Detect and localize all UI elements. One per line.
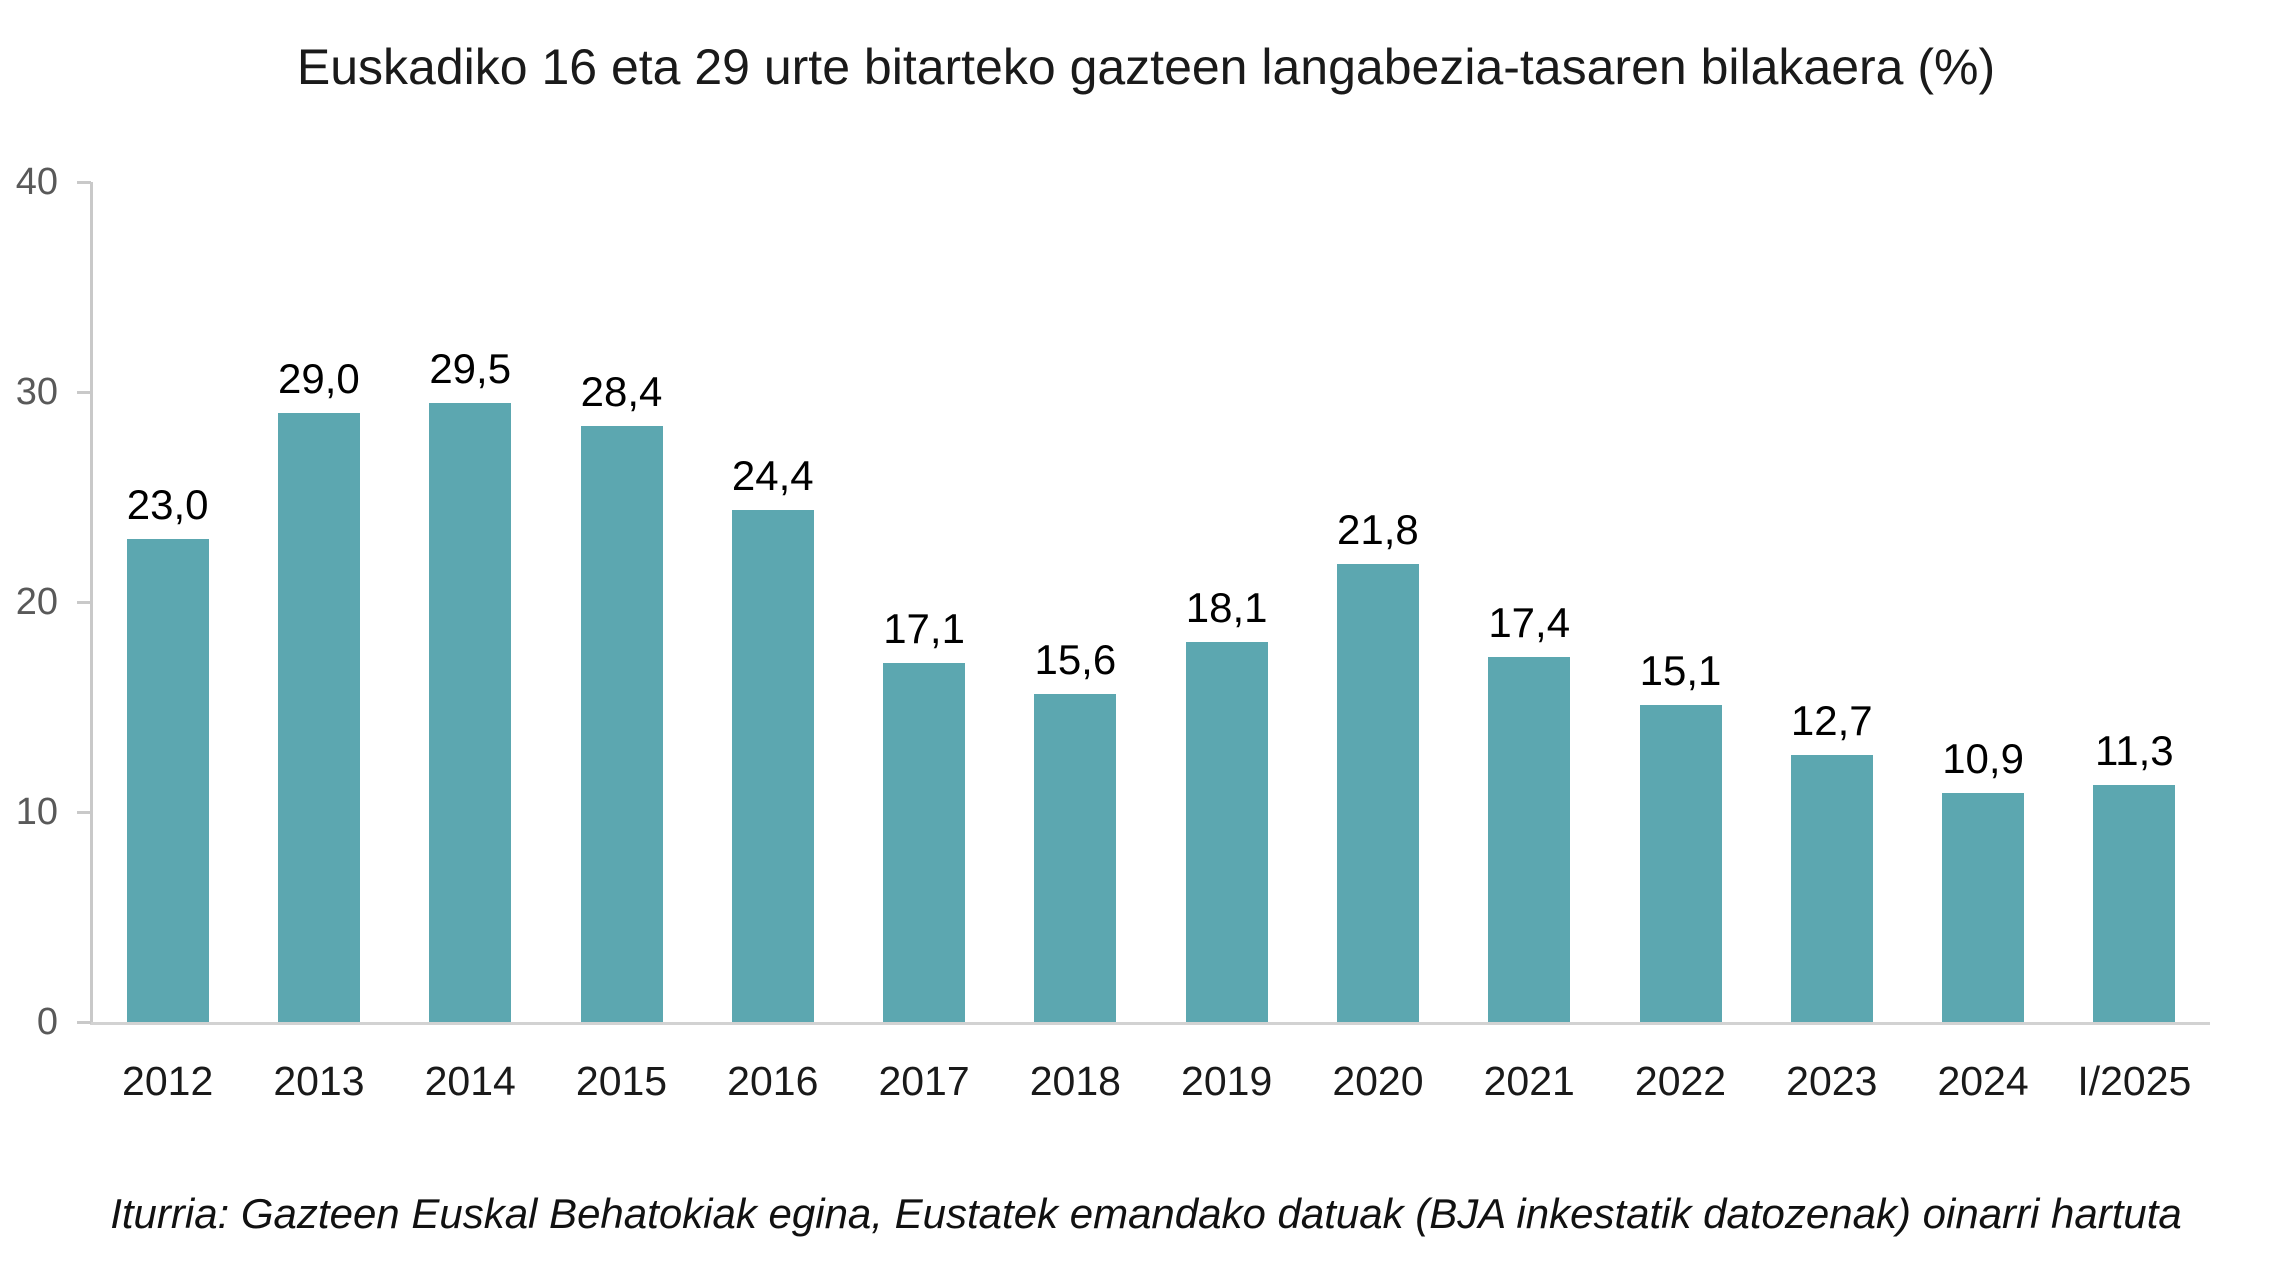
x-category-label: 2019 [1181, 1058, 1273, 1104]
bar [1336, 564, 1419, 1022]
bar-chart: 0 10 20 30 40 23,0 2012 29,0 2013 29,5 2014 28,4 201… [0, 163, 2292, 1104]
bar-value-label: 23,0 [126, 481, 209, 528]
bar [1034, 694, 1117, 1022]
bar-value-label: 21,8 [1337, 506, 1419, 554]
bar-value-label: 29,0 [278, 355, 360, 402]
y-tick [77, 180, 91, 184]
bar [277, 413, 360, 1022]
x-category-label: 2017 [878, 1058, 970, 1104]
y-tick [77, 1020, 91, 1024]
x-category-label: 2021 [1483, 1058, 1575, 1104]
bar-value-label: 11,3 [2095, 726, 2174, 774]
source-note: Iturria: Gazteen Euskal Behatokiak egina… [110, 1190, 2182, 1237]
bar-value-label: 18,1 [1185, 583, 1268, 631]
y-tick-label: 10 [15, 791, 58, 833]
x-category-label: 2024 [1937, 1058, 2029, 1104]
chart-title: Euskadiko 16 eta 29 urte bitarteko gazte… [296, 39, 1996, 95]
x-axis-line [90, 1022, 2210, 1025]
x-category-label: I/2025 [2077, 1058, 2192, 1104]
x-category-label: 2015 [575, 1058, 668, 1104]
y-tick-label: 20 [15, 581, 58, 623]
x-category-label: 2014 [424, 1058, 516, 1104]
bar [429, 402, 512, 1022]
y-tick [77, 810, 91, 814]
bar [883, 662, 966, 1022]
bar-value-label: 24,4 [731, 451, 814, 499]
bar-value-label: 12,7 [1790, 697, 1873, 745]
bar [1942, 793, 2025, 1022]
bar-value-label: 28,4 [580, 367, 663, 415]
x-category-label: 2023 [1786, 1058, 1878, 1104]
x-category-label: 2016 [727, 1058, 819, 1104]
bar-value-label: 15,6 [1034, 636, 1117, 684]
y-axis-line [90, 182, 93, 1022]
bar [1488, 656, 1571, 1022]
x-category-label: 2022 [1634, 1058, 1727, 1104]
bar [580, 425, 663, 1022]
bar-value-label: 17,4 [1488, 598, 1571, 646]
bar-value-label: 17,1 [883, 604, 965, 652]
x-category-label: 2012 [122, 1058, 214, 1104]
bar [731, 509, 814, 1022]
bar [1185, 641, 1268, 1022]
x-category-label: 2020 [1332, 1058, 1424, 1104]
bar-value-label: 29,5 [429, 344, 512, 392]
bar [1639, 704, 1722, 1022]
bar [1790, 755, 1873, 1022]
x-category-label: 2018 [1029, 1058, 1121, 1104]
bar [126, 539, 209, 1022]
x-category-label: 2013 [273, 1058, 365, 1104]
y-tick-label: 30 [15, 371, 58, 413]
bar [2093, 784, 2176, 1022]
y-tick [77, 390, 91, 394]
bar-value-label: 15,1 [1639, 646, 1722, 694]
bar-value-label: 10,9 [1942, 735, 2024, 783]
y-tick [77, 600, 91, 604]
y-tick-label: 0 [36, 1001, 58, 1043]
y-tick-label: 40 [15, 161, 58, 203]
